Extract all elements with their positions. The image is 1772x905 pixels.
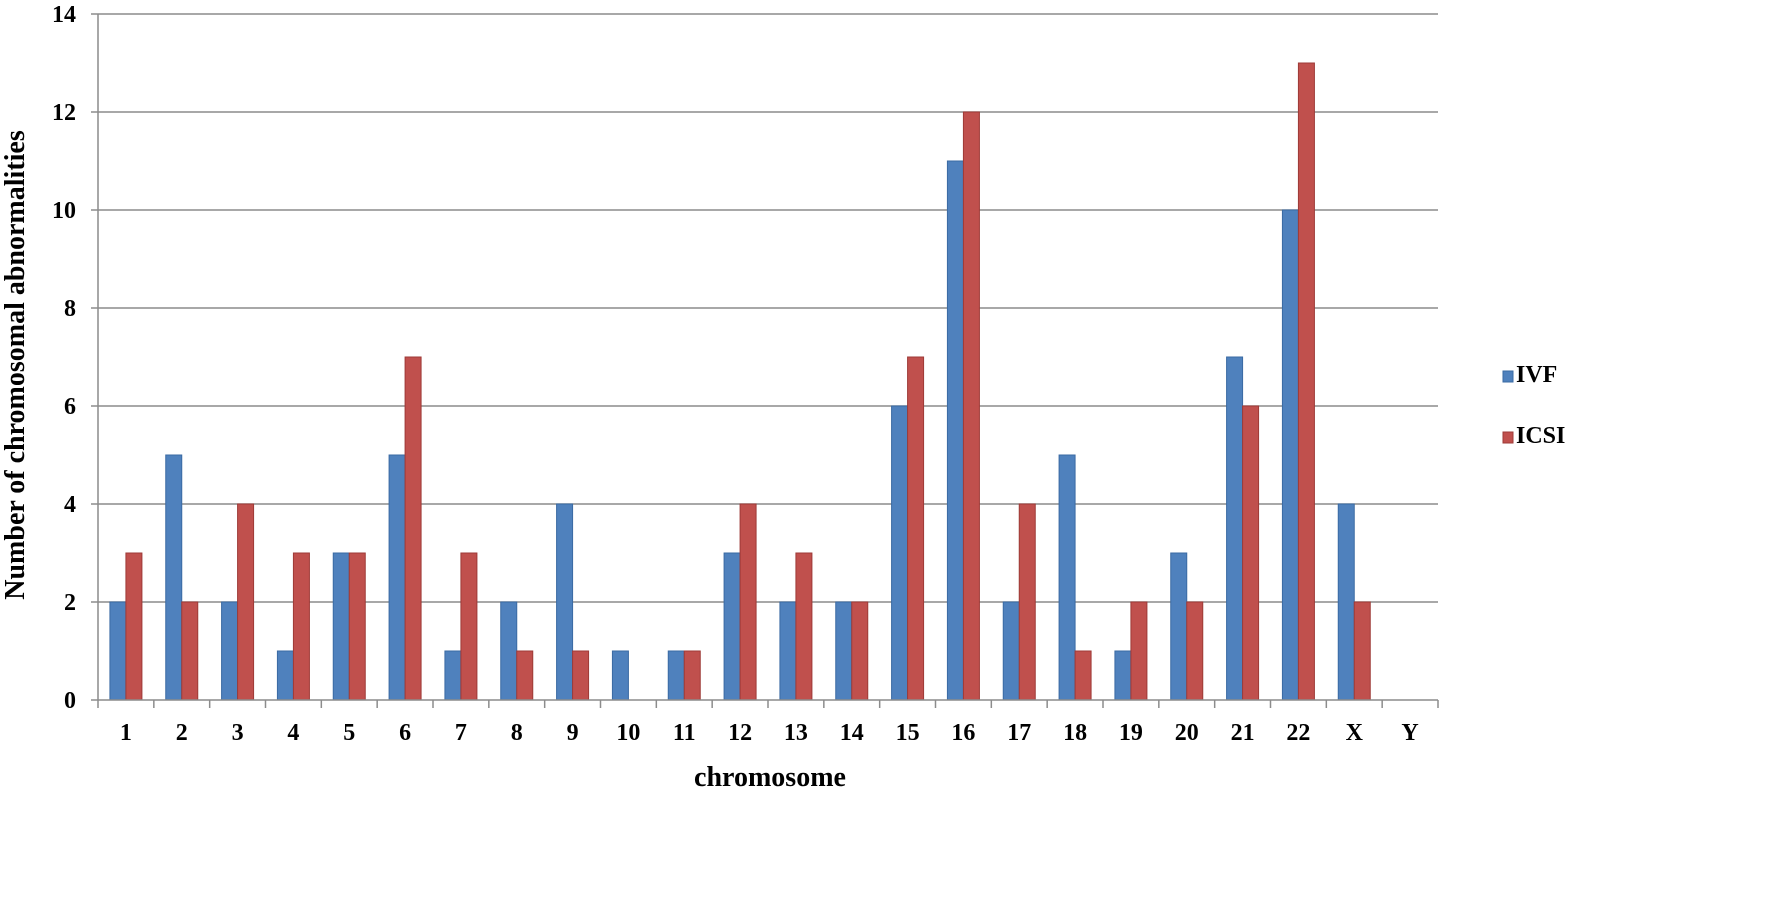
y-axis-title: Number of chromosomal abnormalities bbox=[0, 130, 31, 600]
y-tick-label: 14 bbox=[52, 2, 76, 28]
gridlines bbox=[98, 13, 1438, 603]
bar-icsi-2 bbox=[181, 601, 199, 701]
bar-icsi-21 bbox=[1242, 405, 1260, 701]
bar-icsi-9 bbox=[572, 650, 590, 701]
bar-ivf-5 bbox=[332, 552, 350, 701]
bar-ivf-10 bbox=[611, 650, 629, 701]
y-tick-label: 2 bbox=[64, 590, 76, 616]
y-tick-label: 4 bbox=[64, 492, 76, 518]
bar-ivf-9 bbox=[556, 503, 574, 701]
bar-icsi-15 bbox=[907, 356, 925, 701]
y-tick-label: 6 bbox=[64, 394, 76, 420]
bar-ivf-19 bbox=[1114, 650, 1132, 701]
x-tick-label: 15 bbox=[896, 720, 920, 746]
bar-ivf-20 bbox=[1170, 552, 1188, 701]
bar-icsi-20 bbox=[1186, 601, 1204, 701]
bar-icsi-5 bbox=[348, 552, 366, 701]
bar-icsi-13 bbox=[795, 552, 813, 701]
bar-ivf-22 bbox=[1281, 209, 1299, 701]
bar-icsi-16 bbox=[962, 111, 980, 701]
bar-icsi-12 bbox=[739, 503, 757, 701]
x-tick-label: 8 bbox=[511, 720, 523, 746]
bars bbox=[109, 62, 1371, 701]
legend-swatch-icsi bbox=[1502, 431, 1514, 444]
x-tick-label: 11 bbox=[673, 720, 696, 746]
bar-icsi-11 bbox=[683, 650, 701, 701]
x-tick-label: 5 bbox=[343, 720, 355, 746]
legend: IVF ICSI bbox=[1502, 362, 1565, 449]
bar-ivf-4 bbox=[276, 650, 294, 701]
x-tick-label: 9 bbox=[567, 720, 579, 746]
bar-ivf-21 bbox=[1226, 356, 1244, 701]
x-tick-label: 3 bbox=[232, 720, 244, 746]
bar-icsi-22 bbox=[1297, 62, 1315, 701]
bar-icsi-3 bbox=[237, 503, 255, 701]
bar-ivf-14 bbox=[835, 601, 853, 701]
x-tick-label: Y bbox=[1401, 720, 1418, 746]
y-tick-label: 8 bbox=[64, 296, 76, 322]
bar-icsi-14 bbox=[851, 601, 869, 701]
x-tick-label: 12 bbox=[728, 720, 752, 746]
legend-label-ivf: IVF bbox=[1516, 362, 1557, 388]
bar-icsi-1 bbox=[125, 552, 143, 701]
bar-ivf-12 bbox=[723, 552, 741, 701]
bar-ivf-6 bbox=[388, 454, 406, 701]
x-axis-title: chromosome bbox=[694, 762, 846, 793]
x-tick-label: 22 bbox=[1286, 720, 1310, 746]
bar-ivf-11 bbox=[667, 650, 685, 701]
y-tick-label: 12 bbox=[52, 100, 76, 126]
legend-label-icsi: ICSI bbox=[1516, 423, 1565, 449]
y-tick-label: 10 bbox=[52, 198, 76, 224]
x-tick-label: 16 bbox=[951, 720, 975, 746]
bar-ivf-15 bbox=[891, 405, 909, 701]
bar-ivf-13 bbox=[779, 601, 797, 701]
bar-icsi-17 bbox=[1018, 503, 1036, 701]
x-tick-label: 21 bbox=[1231, 720, 1255, 746]
bar-icsi-18 bbox=[1074, 650, 1092, 701]
x-tick-label: 17 bbox=[1007, 720, 1031, 746]
x-tick-label: 13 bbox=[784, 720, 808, 746]
bar-icsi-4 bbox=[292, 552, 310, 701]
x-tick-label: 4 bbox=[287, 720, 299, 746]
x-tick-label: 14 bbox=[840, 720, 864, 746]
bar-icsi-6 bbox=[404, 356, 422, 701]
bar-icsi-7 bbox=[460, 552, 478, 701]
y-tick-label: 0 bbox=[64, 688, 76, 714]
x-tick-label: 19 bbox=[1119, 720, 1143, 746]
bar-icsi-8 bbox=[516, 650, 534, 701]
x-tick-label: 10 bbox=[616, 720, 640, 746]
x-tick-label: 7 bbox=[455, 720, 467, 746]
x-tick-label: 1 bbox=[120, 720, 132, 746]
x-tick-label: 18 bbox=[1063, 720, 1087, 746]
x-tick-label: 6 bbox=[399, 720, 411, 746]
x-tick-label: 20 bbox=[1175, 720, 1199, 746]
bar-ivf-17 bbox=[1002, 601, 1020, 701]
bar-icsi-x bbox=[1353, 601, 1371, 701]
x-tick-label: 2 bbox=[176, 720, 188, 746]
x-tick-label: X bbox=[1346, 720, 1364, 746]
bar-ivf-18 bbox=[1058, 454, 1076, 701]
bar-ivf-8 bbox=[500, 601, 518, 701]
bar-ivf-3 bbox=[221, 601, 239, 701]
bar-ivf-x bbox=[1337, 503, 1355, 701]
bar-icsi-19 bbox=[1130, 601, 1148, 701]
bar-ivf-16 bbox=[946, 160, 964, 701]
bar-ivf-7 bbox=[444, 650, 462, 701]
bar-ivf-1 bbox=[109, 601, 127, 701]
legend-swatch-ivf bbox=[1502, 370, 1514, 383]
bar-ivf-2 bbox=[165, 454, 183, 701]
